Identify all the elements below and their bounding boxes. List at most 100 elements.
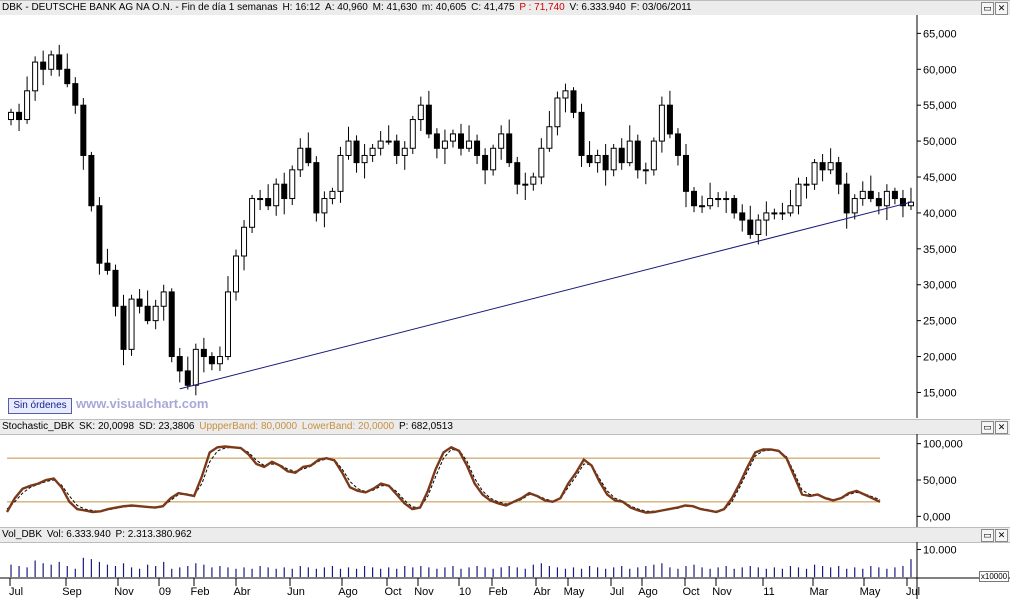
candle [498,125,505,160]
price-y-tick-label: 55,000 [923,100,957,112]
stoch-name: Stochastic_DBK [2,421,75,432]
candle-body [96,205,103,264]
candle [610,143,617,177]
candle [554,91,561,136]
candle-body [208,356,215,365]
volume-chart[interactable]: 10.000 Jul Sep Nov 09 Feb Abr Jun Ago Oct Nov 10 Feb… [0,542,1010,599]
candle-body [763,212,770,221]
candle [112,264,119,317]
candle-body [899,198,906,207]
candle-body [345,140,352,156]
candle [594,149,601,173]
vol-name: Vol_DBK [2,529,43,540]
candle-body [594,154,601,164]
price-y-tick-label: 45,000 [923,172,957,184]
x-tick-label: Nov [414,586,434,598]
volume-multiplier: x10000 [979,571,1009,582]
candle [216,346,223,371]
candle-body [112,269,119,307]
candle-body [369,147,376,156]
candle [425,90,432,139]
stoch-close-button[interactable]: ✕ [995,421,1008,434]
candle [208,352,215,371]
candle-body [120,305,127,350]
price-y-tick-label: 65,000 [923,28,957,40]
candle [337,146,344,203]
candle [393,134,400,165]
candle-body [40,61,47,70]
candle-body [562,90,569,99]
candle [16,103,23,132]
candle [289,165,296,206]
candle [409,115,416,155]
candle-body [739,212,746,221]
candle [490,144,497,176]
price-chart[interactable]: 65,000 60,000 55,000 50,000 45,000 40,000 35,0… [0,15,1010,418]
close-button[interactable]: ✕ [995,2,1008,15]
candle [851,194,858,220]
candle-body [731,198,738,214]
candle [160,284,167,321]
candle-body [329,190,336,200]
candle-body [88,154,95,207]
x-tick-label: Feb [489,586,508,598]
x-tick-label: Ago [338,586,358,598]
watermark: www.visualchart.com [76,396,209,411]
candle [104,248,111,275]
candle [747,205,754,239]
candle-body [80,104,87,156]
trendline [179,201,913,390]
candle-body [554,97,561,128]
candle-body [787,205,794,214]
candle [48,50,55,76]
candle-body [305,147,312,164]
candle-body [650,140,657,171]
x-tick-label: Jul [906,586,920,598]
candle-body [168,291,175,358]
price-y-tick-label: 40,000 [923,208,957,220]
candle [449,129,456,148]
candle [466,125,473,152]
candle [739,204,746,232]
stoch-minimize-button[interactable]: ▭ [981,421,994,434]
x-tick-label: Oct [384,586,401,598]
candle [771,208,778,220]
candle [80,98,87,170]
orders-button[interactable]: Sin órdenes [8,398,72,414]
candle [650,137,657,176]
x-tick-label: Sep [62,586,82,598]
candle-body [321,198,328,214]
candle [233,249,240,301]
candle [835,156,842,195]
vol-value: Vol: 6.333.940 [46,529,111,540]
candle [385,125,392,145]
candle [417,96,424,132]
candle [144,290,151,325]
candle-body [658,104,665,142]
candle-body [891,190,898,200]
open-label: A: 40,960 [325,2,368,13]
candle-body [530,176,537,185]
candle [369,143,376,162]
x-tick-label: Jul [610,586,624,598]
candle-body [425,104,432,135]
candle [152,299,159,330]
price-y-tick-label: 30,000 [923,280,957,292]
candle [176,347,183,383]
candle [281,172,288,215]
stoch-p: P: 682,0513 [398,421,453,432]
minimize-button[interactable]: ▭ [981,2,994,15]
candle [8,108,15,126]
stochastic-chart[interactable]: 100,000 50,000 0,000 [0,434,1010,527]
vol-close-button[interactable]: ✕ [995,529,1008,542]
candle [538,138,545,185]
candle-body [104,262,111,271]
candle-body [610,147,617,171]
x-tick-label: Jun [287,586,305,598]
vol-minimize-button[interactable]: ▭ [981,529,994,542]
x-tick-label: Abr [233,586,250,598]
low-label: m: 40,605 [421,2,467,13]
candle [24,76,31,124]
candle [899,189,906,218]
candle-body [176,356,183,372]
